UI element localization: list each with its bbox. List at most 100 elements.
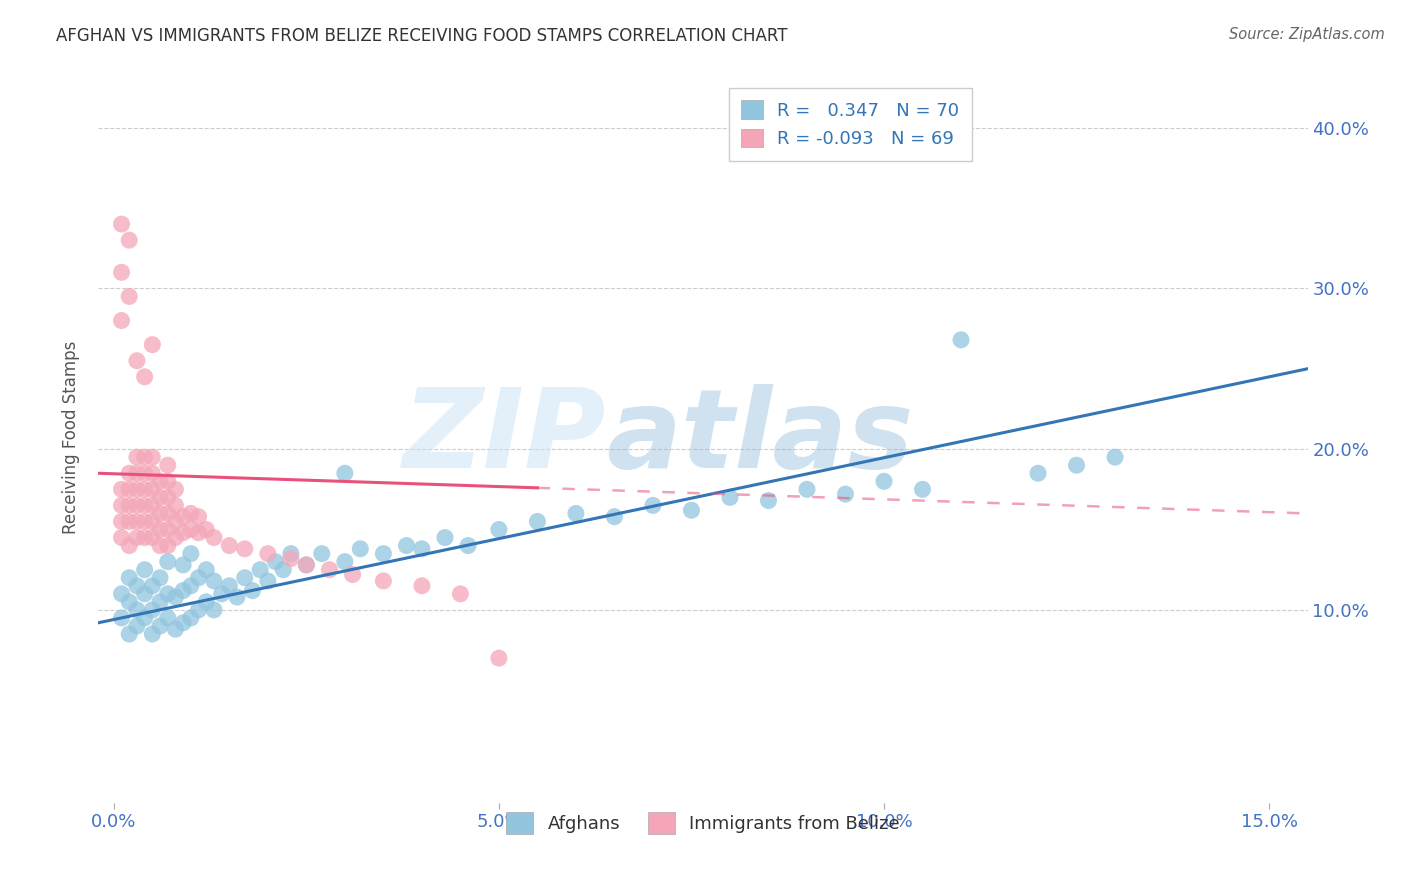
Point: [681, 503, 703, 517]
Point: [211, 587, 233, 601]
Point: [333, 467, 356, 481]
Point: [950, 333, 973, 347]
Point: [758, 493, 780, 508]
Point: [457, 539, 479, 553]
Point: [125, 499, 148, 513]
Point: [433, 531, 456, 545]
Point: [411, 541, 433, 556]
Point: [134, 467, 156, 481]
Point: [125, 483, 148, 497]
Point: [233, 541, 256, 556]
Point: [333, 555, 356, 569]
Point: [488, 651, 510, 665]
Point: [149, 571, 172, 585]
Point: [156, 611, 179, 625]
Point: [796, 483, 818, 497]
Point: [264, 555, 287, 569]
Point: [110, 499, 132, 513]
Point: [118, 467, 141, 481]
Text: AFGHAN VS IMMIGRANTS FROM BELIZE RECEIVING FOOD STAMPS CORRELATION CHART: AFGHAN VS IMMIGRANTS FROM BELIZE RECEIVI…: [56, 27, 787, 45]
Point: [249, 563, 271, 577]
Point: [603, 509, 626, 524]
Point: [1104, 450, 1126, 465]
Text: atlas: atlas: [606, 384, 914, 491]
Text: Source: ZipAtlas.com: Source: ZipAtlas.com: [1229, 27, 1385, 42]
Point: [149, 619, 172, 633]
Point: [125, 467, 148, 481]
Point: [280, 547, 302, 561]
Point: [180, 579, 202, 593]
Point: [156, 523, 179, 537]
Point: [125, 579, 148, 593]
Point: [141, 499, 163, 513]
Point: [125, 353, 148, 368]
Point: [449, 587, 471, 601]
Point: [156, 507, 179, 521]
Point: [134, 450, 156, 465]
Point: [141, 627, 163, 641]
Point: [395, 539, 418, 553]
Point: [118, 289, 141, 303]
Point: [165, 531, 187, 545]
Point: [141, 450, 163, 465]
Point: [834, 487, 856, 501]
Point: [156, 491, 179, 505]
Point: [125, 515, 148, 529]
Point: [195, 595, 218, 609]
Point: [257, 547, 280, 561]
Point: [641, 499, 664, 513]
Point: [141, 483, 163, 497]
Point: [718, 491, 741, 505]
Point: [218, 579, 240, 593]
Point: [172, 525, 194, 540]
Point: [156, 555, 179, 569]
Point: [187, 571, 209, 585]
Point: [311, 547, 333, 561]
Point: [149, 539, 172, 553]
Point: [180, 547, 202, 561]
Point: [125, 450, 148, 465]
Point: [110, 515, 132, 529]
Point: [134, 563, 156, 577]
Legend: Afghans, Immigrants from Belize: Afghans, Immigrants from Belize: [499, 805, 907, 841]
Point: [118, 627, 141, 641]
Point: [134, 499, 156, 513]
Point: [411, 579, 433, 593]
Point: [118, 595, 141, 609]
Point: [342, 567, 364, 582]
Point: [187, 603, 209, 617]
Point: [156, 539, 179, 553]
Point: [134, 369, 156, 384]
Point: [110, 217, 132, 231]
Point: [180, 507, 202, 521]
Point: [318, 563, 340, 577]
Point: [218, 539, 240, 553]
Point: [134, 483, 156, 497]
Point: [125, 603, 148, 617]
Point: [373, 547, 395, 561]
Point: [180, 611, 202, 625]
Point: [110, 483, 132, 497]
Point: [141, 531, 163, 545]
Point: [149, 595, 172, 609]
Point: [271, 563, 294, 577]
Point: [149, 523, 172, 537]
Point: [149, 507, 172, 521]
Point: [202, 531, 225, 545]
Point: [172, 583, 194, 598]
Point: [110, 265, 132, 279]
Point: [118, 515, 141, 529]
Point: [125, 619, 148, 633]
Point: [565, 507, 588, 521]
Point: [134, 587, 156, 601]
Point: [165, 499, 187, 513]
Point: [141, 579, 163, 593]
Point: [156, 587, 179, 601]
Point: [1066, 458, 1088, 473]
Point: [165, 515, 187, 529]
Point: [373, 574, 395, 588]
Y-axis label: Receiving Food Stamps: Receiving Food Stamps: [62, 341, 80, 533]
Point: [134, 611, 156, 625]
Point: [187, 509, 209, 524]
Point: [233, 571, 256, 585]
